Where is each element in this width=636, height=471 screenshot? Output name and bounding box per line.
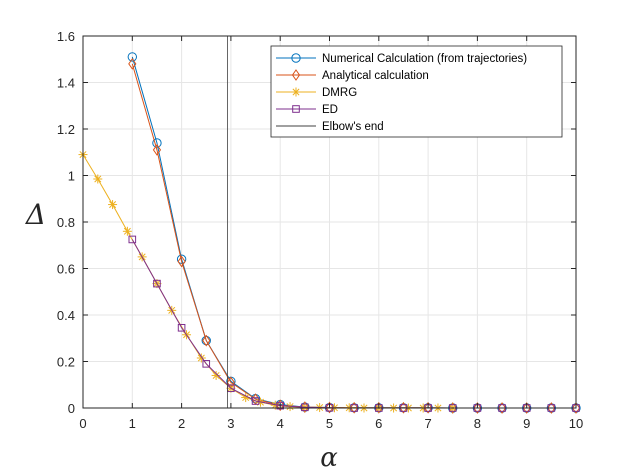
legend-label: DMRG <box>322 87 357 99</box>
data-point <box>93 174 103 184</box>
legend-entry: ED <box>276 104 338 116</box>
legend-marker <box>291 53 301 63</box>
data-point <box>202 360 211 368</box>
data-point <box>177 323 186 332</box>
data-point <box>350 401 359 414</box>
marker-diamond <box>202 334 211 347</box>
marker-circle <box>176 254 187 264</box>
data-point <box>128 58 137 70</box>
x-tick-label: 8 <box>474 416 481 431</box>
data-point <box>473 402 482 414</box>
legend-entry: DMRG <box>276 87 357 99</box>
data-point <box>211 370 221 380</box>
legend: Numerical Calculation (from trajectories… <box>270 45 563 138</box>
marker-square <box>153 279 161 288</box>
data-point <box>276 399 285 412</box>
data-point <box>176 254 187 264</box>
marker-asterisk-d2 <box>123 227 131 235</box>
marker-circle <box>291 53 301 63</box>
axes <box>82 35 577 409</box>
legend-entry: Elbow's end <box>276 121 384 133</box>
tick-labels: 0 1 2 3 4 5 6 7 8 9 10 0 0.2 0.4 0.6 0.8 1 1.2 1.4 1.6 <box>57 29 583 431</box>
x-tick-label: 4 <box>277 416 284 431</box>
legend-label: Numerical Calculation (from trajectories… <box>322 53 527 65</box>
legend-label: Analytical calculation <box>322 70 429 82</box>
marker-square <box>251 397 260 405</box>
marker-diamond <box>152 144 162 156</box>
x-tick-label: 0 <box>79 416 86 431</box>
marker-asterisk-d2 <box>242 394 250 402</box>
legend-marker <box>291 87 301 97</box>
x-tick-label: 10 <box>569 416 583 431</box>
marker-asterisk-d2 <box>197 354 205 362</box>
y-tick-label: 1.2 <box>57 122 75 137</box>
x-tick-label: 7 <box>424 416 431 431</box>
data-point <box>127 52 138 62</box>
marker-square <box>292 105 300 113</box>
data-point <box>301 403 309 412</box>
legend-entry: Numerical Calculation (from trajectories… <box>276 53 527 65</box>
marker-diamond <box>291 69 301 81</box>
data-point <box>152 144 162 156</box>
data-point <box>108 200 118 210</box>
marker-asterisk-d2 <box>292 88 300 96</box>
y-axis-label: Δ <box>25 198 46 231</box>
x-tick-label: 9 <box>523 416 530 431</box>
data-point <box>202 334 211 347</box>
legend-marker <box>291 69 301 81</box>
y-tick-label: 0.2 <box>57 355 75 370</box>
data-point <box>152 138 162 148</box>
y-tick-label: 0.6 <box>57 262 75 277</box>
legend-marker <box>292 105 300 113</box>
data-point <box>571 402 581 414</box>
marker-diamond <box>497 402 507 414</box>
marker-square <box>276 401 284 410</box>
marker-diamond <box>473 402 482 414</box>
x-tick-label: 1 <box>129 416 136 431</box>
marker-diamond <box>547 402 556 414</box>
y-tick-label: 1.6 <box>57 29 75 44</box>
x-tick-label: 5 <box>326 416 333 431</box>
y-tick-label: 1 <box>68 169 75 184</box>
x-tick-label: 6 <box>375 416 382 431</box>
y-tick-label: 1.4 <box>57 76 75 91</box>
marker-asterisk-d2 <box>212 371 220 379</box>
legend-label: ED <box>322 104 338 116</box>
x-tick-label: 3 <box>227 416 234 431</box>
data-point <box>128 235 137 244</box>
marker-diamond <box>128 58 137 70</box>
marker-asterisk-d2 <box>94 175 102 183</box>
data-point <box>153 279 161 288</box>
data-point <box>196 353 206 363</box>
x-tick-label: 2 <box>178 416 185 431</box>
data-point <box>547 402 556 414</box>
legend-label: Elbow's end <box>322 121 384 133</box>
marker-circle <box>152 138 162 148</box>
data-point <box>522 402 531 414</box>
marker-diamond <box>276 399 285 412</box>
y-tick-label: 0.4 <box>57 308 75 323</box>
y-tick-label: 0 <box>68 401 75 416</box>
marker-circle <box>127 52 138 62</box>
marker-square <box>202 360 211 368</box>
marker-diamond <box>350 401 359 414</box>
x-axis-label: α <box>320 443 338 471</box>
marker-diamond <box>522 402 531 414</box>
legend-entry: Analytical calculation <box>276 69 429 82</box>
y-tick-label: 0.8 <box>57 215 75 230</box>
data-point <box>177 255 186 268</box>
data-point <box>122 226 132 236</box>
data-point <box>497 402 507 414</box>
marker-square <box>177 323 186 332</box>
marker-diamond <box>571 402 581 414</box>
data-point <box>276 401 284 410</box>
marker-diamond <box>177 255 186 268</box>
legend-box <box>270 45 563 138</box>
marker-square <box>301 403 309 412</box>
data-point <box>251 397 260 405</box>
marker-square <box>128 235 137 244</box>
marker-asterisk-d2 <box>109 201 117 209</box>
